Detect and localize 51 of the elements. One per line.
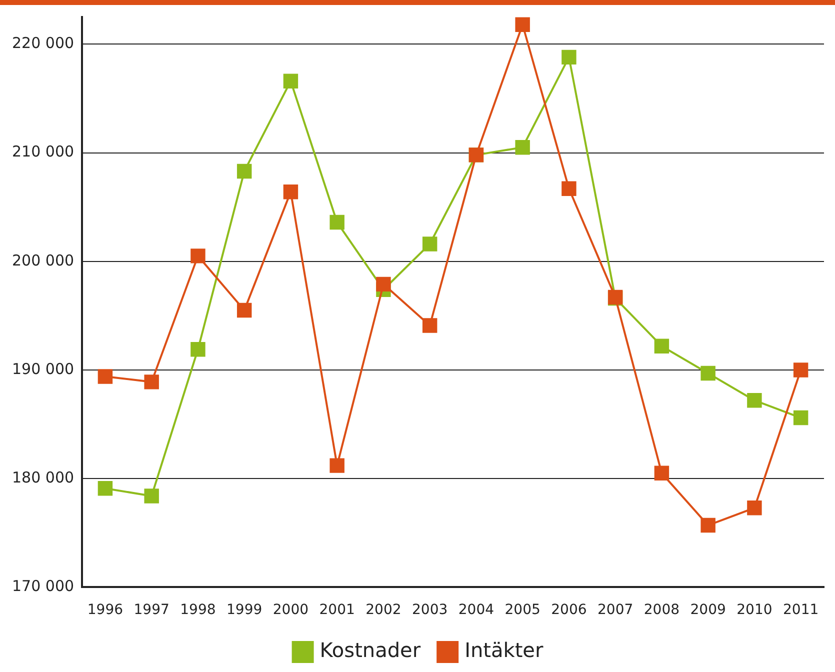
x-tick-label: 2003 [412, 602, 448, 618]
point [376, 276, 391, 292]
x-tick-label: 2004 [458, 602, 494, 618]
point [330, 458, 344, 473]
point [190, 342, 206, 357]
point [654, 466, 670, 481]
y-tick-label: 220 000 [12, 34, 74, 52]
point [793, 410, 808, 426]
point [700, 518, 716, 533]
point [515, 140, 530, 155]
x-tick-label: 2002 [366, 602, 402, 618]
x-tick-label: 2008 [644, 602, 680, 618]
x-tick-label: 2000 [272, 602, 309, 618]
point [700, 366, 716, 381]
point [562, 181, 576, 196]
point [654, 338, 670, 354]
x-tick-label: 2010 [736, 602, 772, 618]
point [98, 481, 113, 496]
point [422, 236, 438, 252]
x-tick-label: 2007 [598, 602, 634, 618]
point [283, 184, 298, 200]
x-tick-label: 2006 [551, 602, 587, 618]
y-tick-label: 170 000 [12, 577, 74, 596]
y-tick-label: 210 000 [12, 142, 74, 161]
legend-label: Kostnader [320, 638, 422, 662]
y-tick-label: 180 000 [12, 468, 74, 486]
point [793, 362, 808, 378]
point [330, 214, 344, 230]
x-tick-label: 2001 [319, 602, 355, 618]
x-tick-label: 1996 [87, 602, 124, 618]
x-tick-label: 1999 [226, 602, 262, 618]
y-tick-label: 190 000 [12, 360, 74, 378]
point [144, 374, 159, 390]
x-tick-label: 2011 [782, 602, 819, 618]
point [236, 302, 252, 318]
x-tick-label: 1997 [134, 602, 170, 618]
point [422, 318, 438, 333]
legend-label: Intäkter [464, 638, 544, 662]
point [747, 500, 762, 516]
point [236, 164, 252, 179]
point [747, 393, 762, 408]
x-tick-label: 1998 [180, 602, 216, 618]
point [283, 74, 298, 88]
y-tick-label: 200 000 [12, 251, 74, 270]
point [98, 369, 113, 384]
point [515, 17, 530, 32]
point [190, 248, 206, 264]
point [144, 488, 159, 504]
x-tick-label: 2009 [690, 602, 726, 618]
x-tick-label: 2005 [504, 602, 540, 618]
point [562, 50, 576, 65]
